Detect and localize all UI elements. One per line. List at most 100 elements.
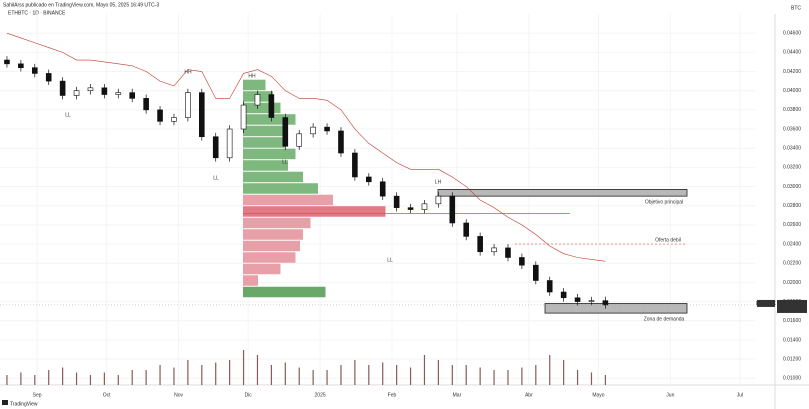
candle-body: [45, 73, 52, 82]
volume-bar: [576, 370, 579, 385]
profile-bar: [243, 114, 296, 125]
logo: [2, 400, 8, 405]
volume-bar: [368, 365, 370, 385]
pivot-label: LL: [65, 112, 71, 118]
profile-bar: [243, 148, 296, 160]
profile-bar: [243, 102, 281, 114]
candle-body: [463, 222, 470, 237]
volume-bar: [590, 372, 593, 385]
volume-bar: [451, 365, 453, 385]
y-tick-label: 0.03400: [783, 146, 801, 152]
candle-body: [324, 126, 330, 132]
volume-bar: [382, 362, 384, 385]
volume-bar: [409, 367, 412, 385]
pivot-label: LH: [435, 179, 442, 185]
y-tick-label: 0.02000: [783, 280, 801, 286]
candle-body: [171, 117, 177, 122]
candle-body: [101, 87, 108, 95]
price-tag-bg: [777, 299, 807, 313]
volume-bar: [423, 355, 426, 385]
y-tick-label: 0.04200: [783, 69, 801, 75]
y-tick-label: 0.03800: [783, 107, 801, 113]
x-tick-label: Oct: [103, 392, 111, 398]
profile-bar: [243, 263, 281, 275]
candle-body: [407, 207, 414, 210]
profile-bar: [243, 252, 296, 263]
pivot-label: LL: [282, 159, 288, 165]
candle-body: [574, 297, 581, 302]
candle-body: [379, 181, 386, 197]
volume-bar: [563, 360, 565, 385]
pivot-label: HH: [248, 73, 256, 79]
y-tick-label: 0.02600: [783, 222, 801, 228]
volume-bar: [312, 370, 314, 385]
y-tick-label: 0.02200: [783, 261, 801, 267]
candle-body: [87, 87, 94, 91]
candle-body: [115, 92, 122, 95]
profile-bar: [243, 217, 311, 229]
y-tick-label: 0.01000: [783, 376, 801, 382]
profile-bar: [243, 79, 266, 91]
volume-bar: [507, 370, 509, 385]
pivot-label: LL: [387, 257, 393, 263]
volume-bar: [20, 372, 22, 385]
x-tick-label: Jun: [666, 392, 674, 398]
volume-bar: [131, 370, 133, 385]
y-tick-label: 0.01400: [783, 337, 801, 343]
profile-bar: [243, 194, 333, 206]
candle-body: [477, 236, 483, 253]
candle-body: [505, 247, 511, 258]
price-tag: 0.01765: [783, 301, 801, 307]
profile-bar: [243, 286, 326, 298]
candle-body: [296, 133, 303, 147]
volume-bar: [117, 375, 119, 385]
volume-bar: [242, 350, 245, 385]
volume-bar: [6, 375, 8, 385]
volume-bar: [270, 365, 272, 385]
x-tick-label: Dic: [245, 392, 253, 398]
currency: BTC: [791, 5, 801, 11]
candle-body: [449, 195, 456, 224]
y-tick-label: 0.01600: [783, 318, 801, 324]
candle-body: [254, 94, 261, 106]
y-tick-label: 0.03200: [783, 165, 801, 171]
trail-line: [6, 32, 606, 262]
x-tick-label: Mayo: [592, 392, 604, 398]
x-tick-label: 2025: [315, 392, 326, 398]
volume-bar: [437, 360, 439, 385]
volume-bar: [48, 370, 50, 385]
candle-body: [157, 109, 163, 122]
volume-bar: [521, 367, 523, 385]
x-tick-label: Jul: [737, 392, 743, 398]
candle-body: [143, 98, 149, 111]
candle-body: [212, 136, 219, 159]
candle-body: [421, 203, 428, 210]
chart-subtitle: ETHBTC · 1D · BINANCE: [8, 10, 66, 16]
candle-body: [588, 300, 595, 302]
volume-bar: [229, 360, 231, 385]
level-label: Oferta debil: [655, 237, 681, 243]
zone-label: Zona de demanda: [644, 316, 685, 322]
candle-body: [31, 67, 38, 74]
profile-bar: [243, 137, 285, 148]
profile-bar: [243, 240, 300, 252]
candle-body: [546, 280, 553, 293]
candle-body: [338, 130, 344, 154]
candle-body: [226, 128, 233, 159]
pivot-label: LL: [213, 175, 219, 181]
profile-bar: [243, 171, 303, 183]
symbol-tag: ETHBTC: [756, 301, 776, 307]
profile-bar: [243, 229, 303, 240]
volume-bar: [479, 367, 481, 385]
candle-body: [352, 152, 358, 178]
zone: [544, 303, 688, 314]
zone-label: Objetivo principal: [645, 199, 683, 205]
candle-body: [435, 195, 442, 205]
candle-body: [310, 126, 316, 135]
volume-bar: [256, 355, 259, 385]
candle-body: [198, 92, 205, 138]
volume-bar: [396, 365, 398, 385]
candle-body: [59, 80, 66, 96]
volume-bar: [284, 362, 286, 385]
volume-bar: [298, 367, 300, 385]
